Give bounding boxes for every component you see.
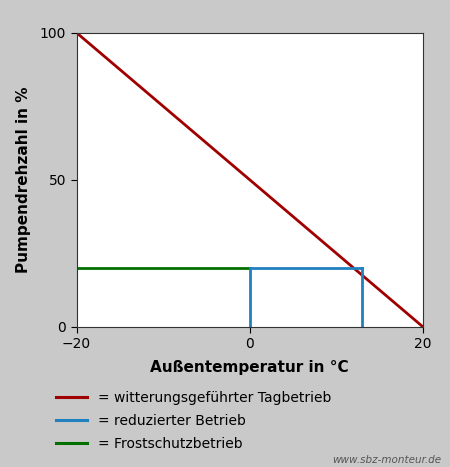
- Legend: = witterungsgeführter Tagbetrieb, = reduzierter Betrieb, = Frostschutzbetrieb: = witterungsgeführter Tagbetrieb, = redu…: [52, 387, 335, 455]
- X-axis label: Außentemperatur in °C: Außentemperatur in °C: [150, 360, 349, 375]
- Text: www.sbz-monteur.de: www.sbz-monteur.de: [332, 455, 441, 465]
- Y-axis label: Pumpendrehzahl in %: Pumpendrehzahl in %: [16, 86, 32, 273]
